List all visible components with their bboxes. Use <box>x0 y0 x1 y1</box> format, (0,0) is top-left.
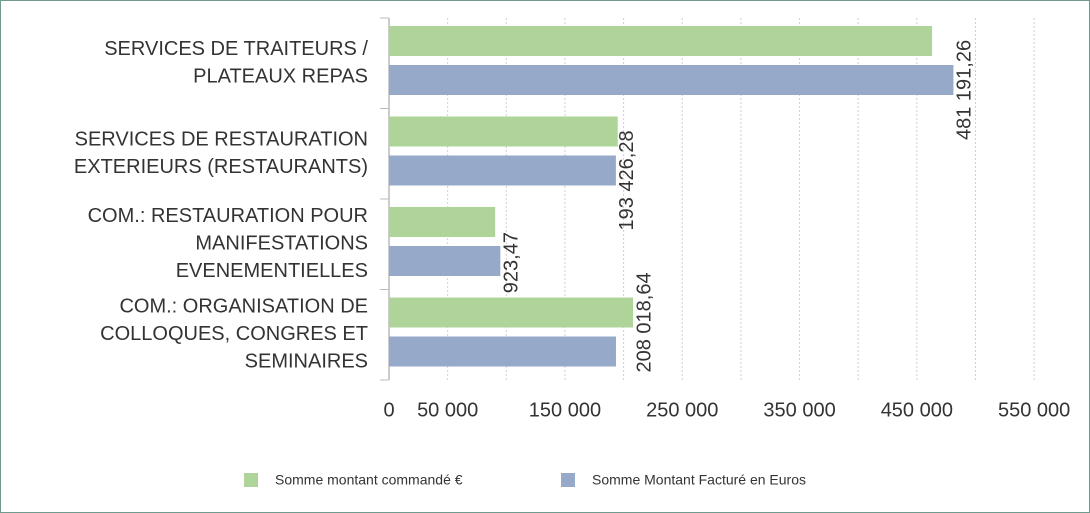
bar <box>389 65 954 95</box>
x-tick-label: 450 000 <box>881 399 953 421</box>
y-tick-label: COM.: RESTAURATION POUR <box>88 205 368 227</box>
x-tick-label: 0 <box>383 399 394 421</box>
bar <box>389 246 501 276</box>
y-tick-label: PLATEAUX REPAS <box>193 65 368 87</box>
y-tick-label: SEMINAIRES <box>245 351 368 373</box>
y-tick-label: EVENEMENTIELLES <box>176 260 368 282</box>
bar <box>389 207 496 237</box>
legend-label: Somme Montant Facturé en Euros <box>592 472 806 488</box>
data-label: 481 191,26 <box>954 40 976 140</box>
x-tick-label: 550 000 <box>998 399 1070 421</box>
legend-swatch <box>244 473 258 487</box>
y-tick-label: EXTERIEURS (RESTAURANTS) <box>74 156 368 178</box>
y-tick-label: SERVICES DE TRAITEURS / <box>104 38 368 60</box>
y-tick-label: SERVICES DE RESTAURATION <box>75 128 368 150</box>
y-tick-label: COM.: ORGANISATION DE <box>119 296 368 318</box>
legend-label: Somme montant commandé € <box>275 472 463 488</box>
bar <box>389 336 616 367</box>
x-tick-label: 150 000 <box>529 399 601 421</box>
bar <box>389 155 616 186</box>
legend-swatch <box>561 473 575 487</box>
x-tick-label: 50 000 <box>417 399 478 421</box>
y-tick-label: COLLOQUES, CONGRES ET <box>100 323 368 345</box>
y-tick-label: MANIFESTATIONS <box>195 233 368 255</box>
bar <box>389 297 634 328</box>
x-tick-label: 350 000 <box>763 399 835 421</box>
bar <box>389 26 933 56</box>
x-tick-label: 250 000 <box>646 399 718 421</box>
data-label: 208 018,64 <box>633 272 655 372</box>
data-label: 193 426,28 <box>616 130 638 230</box>
bar <box>389 116 618 147</box>
